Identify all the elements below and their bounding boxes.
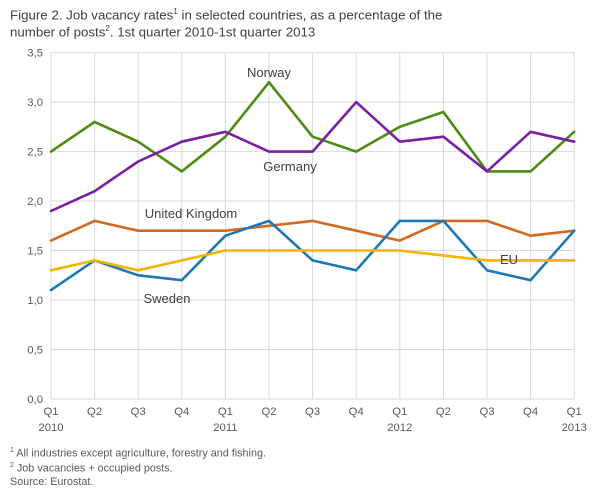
svg-text:Q4: Q4 — [523, 406, 538, 418]
svg-text:0,5: 0,5 — [27, 345, 43, 357]
svg-text:0,0: 0,0 — [27, 394, 43, 406]
svg-text:Q4: Q4 — [174, 406, 189, 418]
svg-text:Q3: Q3 — [305, 406, 320, 418]
svg-text:Sweden: Sweden — [144, 291, 191, 306]
svg-text:2011: 2011 — [213, 422, 237, 434]
svg-text:3,0: 3,0 — [27, 97, 43, 109]
svg-text:Q2: Q2 — [436, 406, 451, 418]
svg-text:Norway: Norway — [247, 65, 292, 80]
svg-text:Q4: Q4 — [349, 406, 364, 418]
svg-text:2012: 2012 — [387, 422, 412, 434]
svg-text:Q3: Q3 — [131, 406, 146, 418]
svg-text:Q1: Q1 — [567, 406, 582, 418]
svg-text:Q1: Q1 — [218, 406, 233, 418]
svg-text:United Kingdom: United Kingdom — [145, 206, 238, 221]
svg-text:Q3: Q3 — [479, 406, 494, 418]
svg-text:2,0: 2,0 — [27, 196, 43, 208]
svg-text:Q1: Q1 — [392, 406, 407, 418]
svg-text:EU: EU — [500, 252, 518, 267]
svg-text:Q2: Q2 — [261, 406, 276, 418]
svg-text:Q2: Q2 — [87, 406, 102, 418]
svg-text:Q1: Q1 — [43, 406, 58, 418]
svg-text:1,5: 1,5 — [27, 246, 43, 258]
svg-text:2013: 2013 — [562, 422, 587, 434]
svg-text:1,0: 1,0 — [27, 295, 43, 307]
svg-text:2010: 2010 — [38, 422, 63, 434]
svg-text:Germany: Germany — [263, 159, 317, 174]
svg-text:3,5: 3,5 — [27, 48, 43, 60]
svg-text:2,5: 2,5 — [27, 147, 43, 159]
